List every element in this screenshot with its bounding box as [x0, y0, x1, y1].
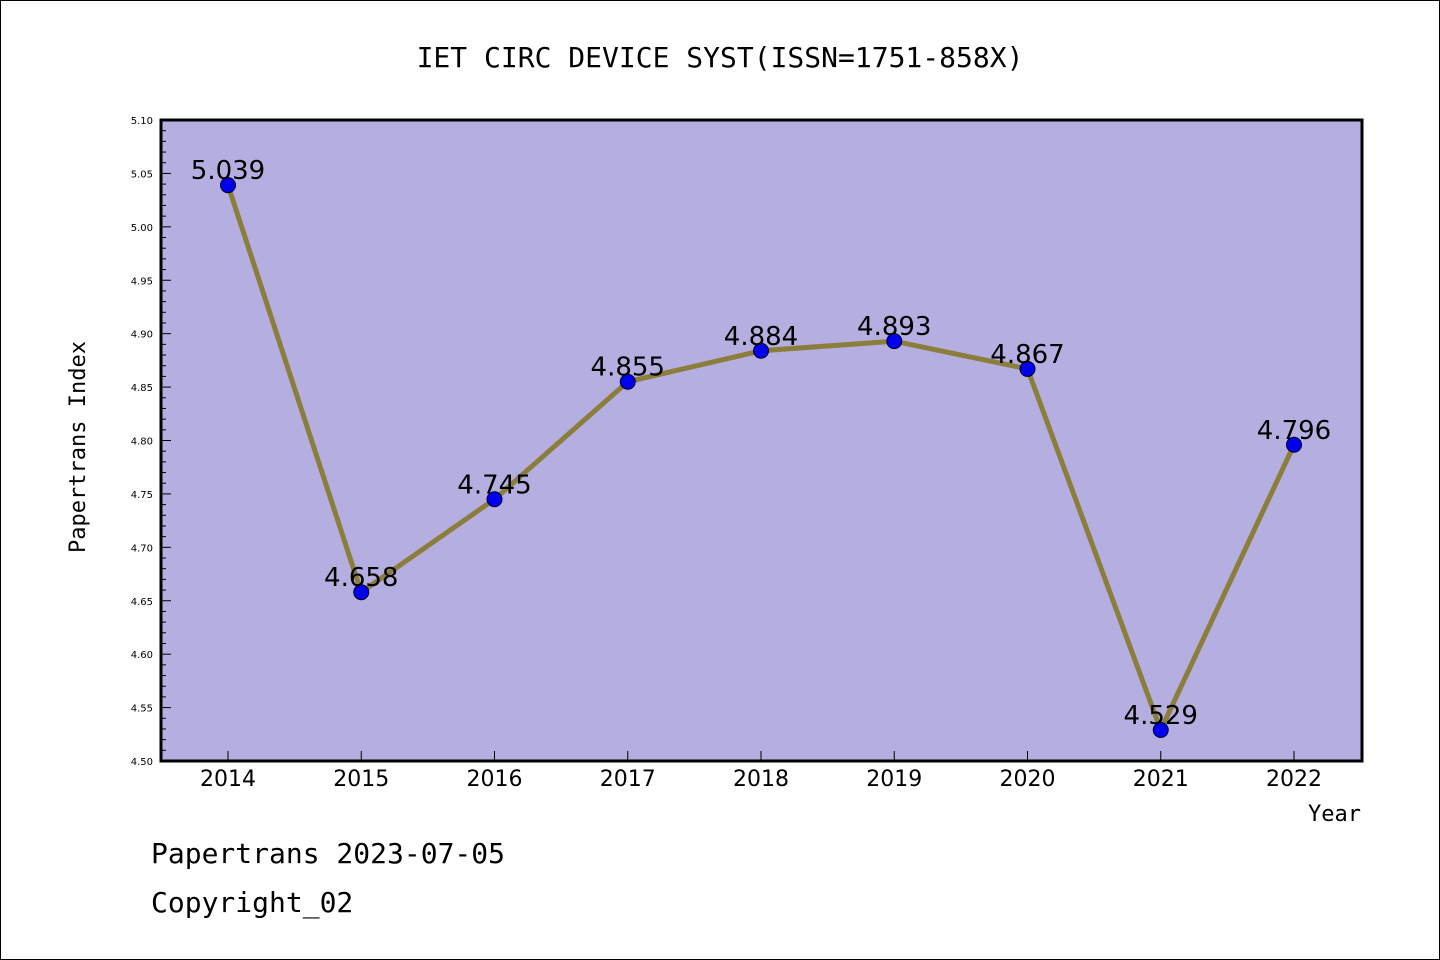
data-label: 4.796	[1257, 416, 1331, 446]
chart-title: IET CIRC DEVICE SYST(ISSN=1751-858X)	[417, 41, 1024, 74]
x-tick-label: 2018	[733, 767, 789, 792]
data-label: 4.867	[990, 340, 1064, 370]
data-point	[619, 373, 636, 390]
x-tick-label: 2021	[1133, 767, 1189, 792]
plot-area	[161, 120, 1362, 761]
y-tick-label: 5.10	[131, 116, 153, 127]
data-point	[886, 333, 903, 350]
data-label: 4.529	[1124, 701, 1198, 731]
y-tick-label: 4.80	[131, 437, 153, 448]
data-point	[353, 584, 370, 601]
data-point	[220, 177, 236, 194]
x-tick-label: 2016	[467, 767, 523, 792]
y-tick-label: 4.90	[131, 330, 153, 341]
x-axis-label: Year	[1308, 802, 1361, 827]
y-axis-label: Papertrans Index	[66, 341, 91, 553]
data-label: 4.884	[724, 322, 798, 352]
y-tick-label: 5.05	[131, 169, 153, 180]
x-tick-label: 2022	[1266, 767, 1322, 792]
y-tick-label: 4.75	[131, 490, 153, 501]
y-tick-label: 4.95	[131, 276, 153, 287]
y-tick-label: 4.70	[131, 543, 153, 554]
y-tick-label: 4.65	[131, 597, 153, 608]
plot-border	[159, 118, 1364, 763]
y-tick-label: 4.85	[131, 383, 153, 394]
data-point	[753, 342, 769, 359]
y-tick-label: 5.00	[131, 223, 153, 234]
data-label: 4.855	[591, 353, 665, 383]
x-tick-label: 2020	[1000, 767, 1056, 792]
x-tick-label: 2014	[200, 767, 256, 792]
x-tick-label: 2017	[600, 767, 656, 792]
x-tick-label: 2015	[333, 767, 389, 792]
data-label: 4.893	[857, 312, 931, 342]
data-label: 4.745	[457, 470, 531, 500]
axis-ticks: 4.50 4.55 4.60 4.65 4.70 4.75 4.80 4.85 4.90 4.95…	[131, 116, 1322, 792]
x-tick-label: 2019	[866, 767, 922, 792]
data-labels: 5.039 4.658 4.745 4.855 4.884 4.893 4.867 4.529…	[191, 156, 1331, 731]
data-point	[1286, 436, 1302, 453]
series-markers	[220, 177, 1302, 739]
y-tick-label: 4.60	[131, 650, 153, 661]
y-tick-label: 4.55	[131, 704, 153, 715]
y-tick-label: 4.50	[131, 757, 153, 768]
data-label: 4.658	[324, 563, 398, 593]
data-point	[486, 491, 503, 508]
data-label: 5.039	[191, 156, 265, 186]
data-point	[1019, 360, 1036, 377]
footer-copyright: Copyright_02	[151, 886, 354, 919]
footer-date: Papertrans 2023-07-05	[151, 837, 506, 870]
data-point	[1152, 722, 1169, 739]
